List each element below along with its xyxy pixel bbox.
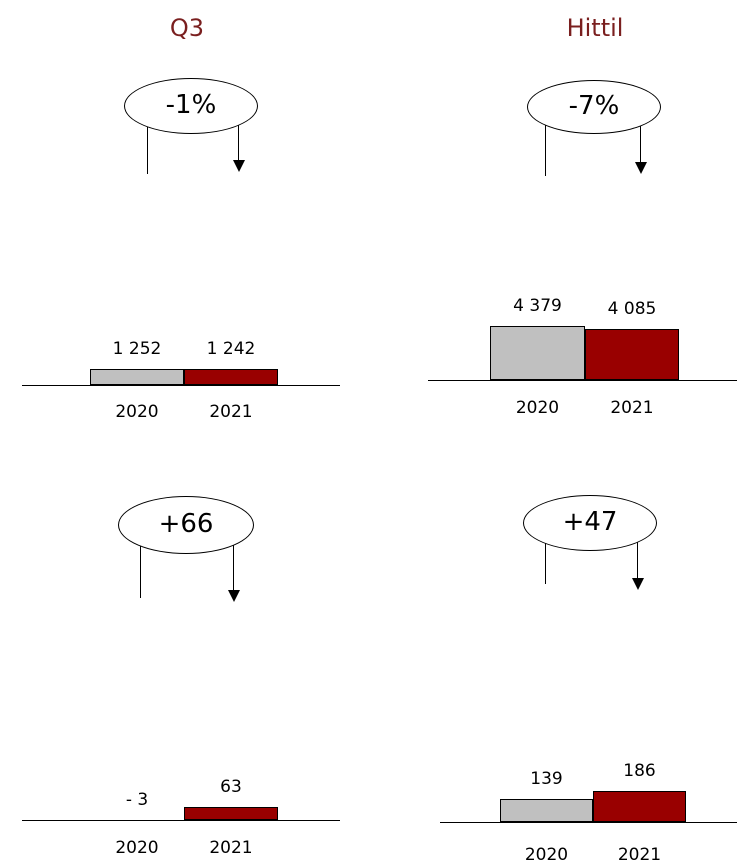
category-label-2021: 2021 (617, 845, 662, 865)
data-label-2021: 63 (220, 777, 242, 798)
connector-line-left (545, 106, 546, 176)
chart-baseline (428, 380, 737, 381)
category-label-2020: 2020 (515, 398, 560, 418)
down-arrow-icon (632, 578, 644, 590)
connector-line-right (238, 106, 239, 160)
bar-2020 (90, 368, 184, 385)
down-arrow-icon (233, 160, 245, 172)
chart-baseline (22, 820, 340, 821)
change-badge: -7% (527, 80, 661, 134)
change-badge: +47 (523, 495, 657, 551)
connector-line-right (640, 106, 641, 162)
bar-2020 (500, 798, 593, 822)
data-label-2020: 4 379 (513, 295, 562, 316)
bar-2021 (593, 791, 686, 822)
category-label-2020: 2020 (115, 838, 159, 858)
chart-baseline (440, 822, 737, 823)
down-arrow-icon (635, 162, 647, 174)
category-label-2021: 2021 (209, 402, 253, 422)
chart-baseline (22, 385, 340, 386)
column-header-hittil: Hittil (566, 14, 624, 42)
data-label-2020: 1 252 (112, 338, 162, 359)
data-label-2021: 1 242 (206, 339, 256, 360)
connector-line-right (637, 524, 638, 578)
category-label-2021: 2021 (610, 398, 654, 418)
bar-2021 (184, 807, 278, 820)
category-label-2020: 2020 (115, 402, 159, 422)
category-label-2020: 2020 (524, 845, 569, 865)
bar-2021 (184, 369, 278, 385)
down-arrow-icon (228, 590, 240, 602)
connector-line-left (140, 525, 141, 598)
column-header-q3: Q3 (169, 14, 205, 42)
change-badge: -1% (124, 78, 258, 134)
data-label-2020: - 3 (125, 790, 149, 810)
bar-2021 (585, 329, 679, 380)
data-label-2021: 186 (623, 761, 656, 782)
connector-line-left (147, 106, 148, 174)
data-label-2020: 139 (530, 768, 563, 789)
bar-2020 (490, 325, 585, 380)
category-label-2021: 2021 (209, 838, 253, 858)
data-label-2021: 4 085 (607, 299, 657, 320)
change-badge: +66 (118, 496, 254, 554)
connector-line-left (545, 524, 546, 584)
connector-line-right (233, 525, 234, 590)
